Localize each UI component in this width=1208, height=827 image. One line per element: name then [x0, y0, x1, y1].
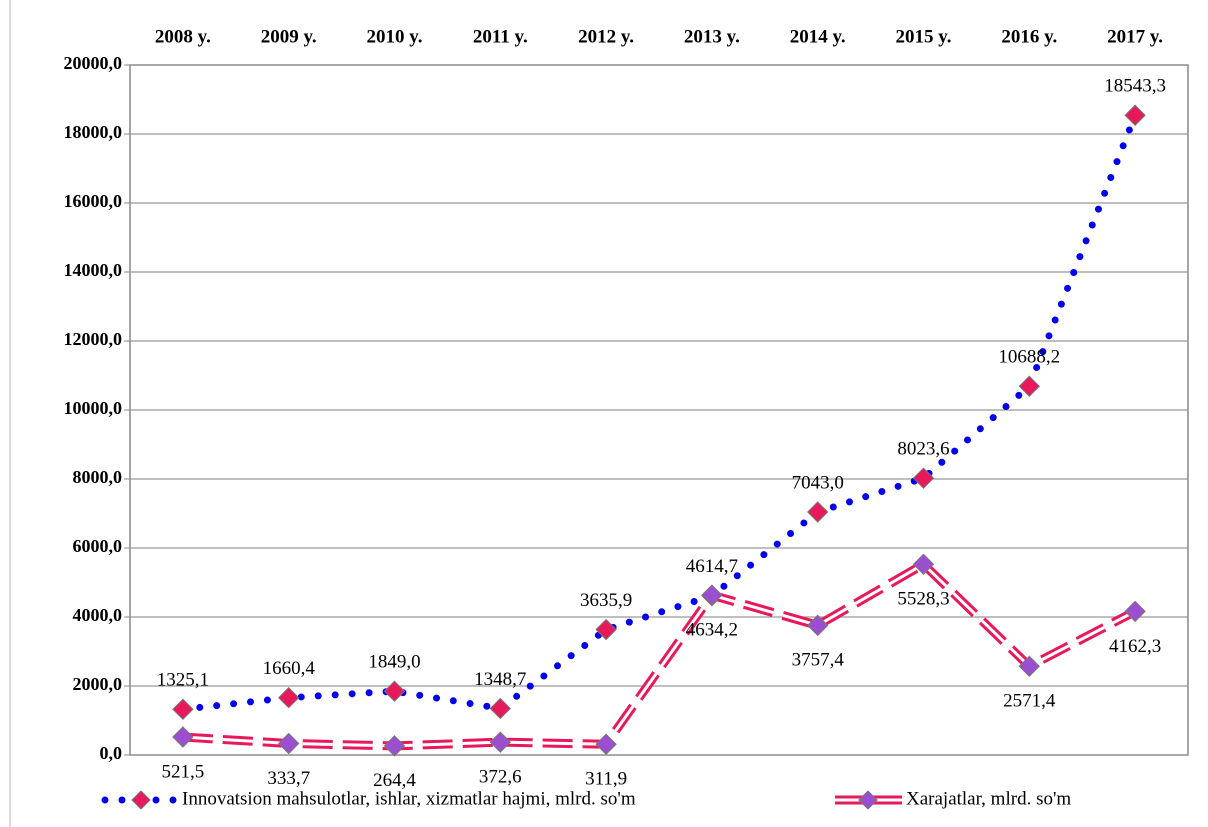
x-tick-label: 2012 y.: [578, 26, 634, 47]
marker: [912, 553, 935, 575]
marker: [172, 698, 194, 720]
marker: [595, 618, 617, 641]
data-label: 2571,4: [1003, 691, 1056, 712]
x-tick-label: 2017 y.: [1107, 26, 1163, 47]
marker: [1124, 600, 1146, 623]
line: [179, 111, 1139, 713]
marker: [383, 680, 406, 702]
marker: [1124, 104, 1146, 126]
data-label: 10688,2: [998, 347, 1060, 368]
x-tick-label: 2013 y.: [684, 26, 740, 47]
x-tick-label: 2009 y.: [261, 26, 317, 47]
x-tick-label: 2011 y.: [473, 26, 528, 47]
data-label: 333,7: [267, 768, 310, 789]
marker: [277, 732, 300, 755]
data-label: 4634,2: [686, 619, 738, 640]
marker: [489, 731, 512, 753]
marker: [595, 733, 617, 755]
legend-label: Xarajatlar, mlrd. so'm: [906, 788, 1071, 809]
legend: Innovatsion mahsulotlar, ishlar, xizmatl…: [101, 788, 1071, 810]
data-label: 1348,7: [474, 669, 526, 690]
y-tick-label: 16000,0: [64, 191, 123, 211]
data-label: 8023,6: [897, 439, 949, 460]
marker: [701, 584, 723, 606]
data-label: 372,6: [479, 767, 522, 788]
y-tick-label: 0,0: [100, 743, 123, 763]
data-label: 4162,3: [1109, 636, 1161, 657]
legend-marker: [131, 790, 151, 810]
data-label: 3757,4: [792, 650, 845, 671]
y-tick-label: 8000,0: [73, 467, 123, 487]
y-tick-label: 18000,0: [64, 122, 123, 142]
y-tick-label: 20000,0: [64, 53, 123, 73]
marker: [806, 501, 829, 523]
marker: [172, 726, 194, 748]
marker: [806, 614, 829, 637]
x-tick-label: 2016 y.: [1001, 26, 1057, 47]
y-tick-label: 4000,0: [73, 605, 123, 625]
marker: [383, 735, 406, 757]
data-label: 521,5: [162, 761, 205, 782]
y-tick-label: 10000,0: [64, 398, 123, 418]
data-label: 7043,0: [792, 472, 844, 493]
marker: [912, 467, 935, 489]
data-label: 1660,4: [263, 658, 316, 679]
y-tick-label: 12000,0: [64, 329, 123, 349]
x-tick-label: 2015 y.: [896, 26, 952, 47]
data-label: 1849,0: [368, 652, 420, 673]
data-label: 18543,3: [1104, 76, 1166, 97]
marker: [277, 687, 300, 709]
data-label: 4614,7: [686, 556, 738, 577]
data-label: 5528,3: [897, 589, 949, 610]
marker: [1018, 375, 1041, 397]
x-tick-label: 2014 y.: [790, 26, 846, 47]
x-tick-label: 2010 y.: [367, 26, 423, 47]
y-tick-label: 6000,0: [73, 536, 123, 556]
data-label: 1325,1: [157, 670, 209, 691]
legend-marker: [858, 790, 878, 810]
marker: [1018, 655, 1041, 677]
data-label: 3635,9: [580, 590, 632, 611]
marker: [489, 697, 512, 720]
data-label: 311,9: [585, 769, 627, 790]
y-tick-label: 14000,0: [64, 260, 123, 280]
data-label: 264,4: [373, 770, 416, 791]
y-tick-label: 2000,0: [73, 674, 123, 694]
legend-label: Innovatsion mahsulotlar, ishlar, xizmatl…: [182, 788, 636, 809]
x-tick-label: 2008 y.: [155, 26, 211, 47]
